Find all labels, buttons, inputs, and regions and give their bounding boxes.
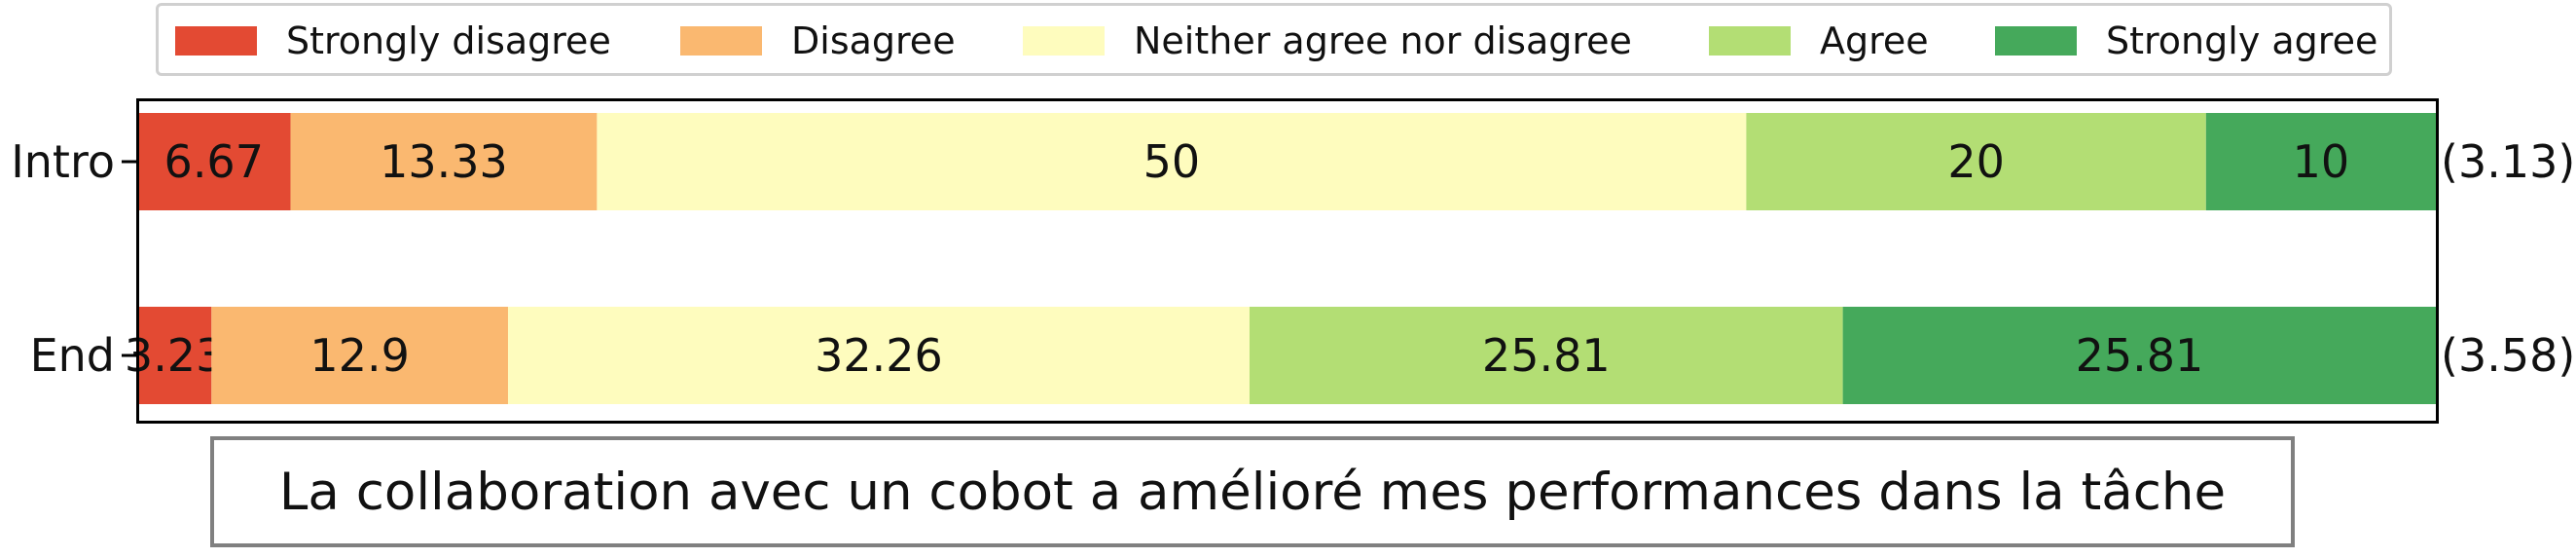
legend-swatch-strongly-agree [1995,26,2077,56]
legend-swatch-agree [1709,26,1791,56]
ticks-layer: Intro (3.13) End (3.58) [11,135,2575,382]
legend-swatch-strongly-disagree [175,26,257,56]
chart-title: La collaboration avec un cobot a amélior… [278,462,2227,522]
legend-item-strongly-disagree: Strongly disagree [175,19,611,62]
bar-end-agree [1249,307,1843,404]
legend-item-disagree: Disagree [680,19,956,62]
legend-label-disagree: Disagree [791,19,956,62]
legend-item-strongly-agree: Strongly agree [1995,19,2377,62]
legend-swatch-disagree [680,26,762,56]
plot-frame [136,98,2439,424]
chart-title-box: La collaboration avec un cobot a amélior… [210,436,2295,547]
data-label-intro-neither-agree-nor-disagree: 50 [1143,135,1201,188]
bar-intro-strongly-disagree [137,113,291,210]
y-tick-label-intro: Intro [11,135,115,188]
bar-intro-agree [1746,113,2206,210]
data-label-intro-strongly-agree: 10 [2293,135,2350,188]
bar-end-disagree [211,307,508,404]
bar-end-strongly-agree [1842,307,2437,404]
data-label-intro-agree: 20 [1947,135,2005,188]
data-label-intro-disagree: 13.33 [380,135,508,188]
bars-layer: 6.67 13.33 50 20 10 3.23 12.9 32.26 25.81 25.81 [125,113,2437,404]
legend-item-agree: Agree [1709,19,1929,62]
legend-label-strongly-disagree: Strongly disagree [286,19,611,62]
bar-end-neither-agree-nor-disagree [507,307,1250,404]
legend-item-neither: Neither agree nor disagree [1023,19,1632,62]
data-label-intro-strongly-disagree: 6.67 [164,135,264,188]
legend-label-neither: Neither agree nor disagree [1134,19,1632,62]
bar-end-strongly-disagree [137,307,212,404]
legend-label-strongly-agree: Strongly agree [2106,19,2378,62]
legend-label-agree: Agree [1820,19,1929,62]
bar-intro-neither-agree-nor-disagree [597,113,1747,210]
bar-intro-disagree [290,113,598,210]
data-label-end-disagree: 12.9 [309,329,409,382]
legend-swatch-neither [1023,26,1105,56]
row-annotation-intro: (3.13) [2441,135,2575,188]
legend: Strongly disagree Disagree Neither agree… [156,3,2392,76]
row-annotation-end: (3.58) [2441,329,2575,382]
data-label-end-agree: 25.81 [1482,329,1611,382]
bar-intro-strongly-agree [2205,113,2436,210]
data-label-end-neither-agree-nor-disagree: 32.26 [815,329,943,382]
data-label-end-strongly-disagree: 3.23 [125,329,224,382]
data-label-end-strongly-agree: 25.81 [2076,329,2204,382]
y-tick-label-end: End [30,329,115,382]
